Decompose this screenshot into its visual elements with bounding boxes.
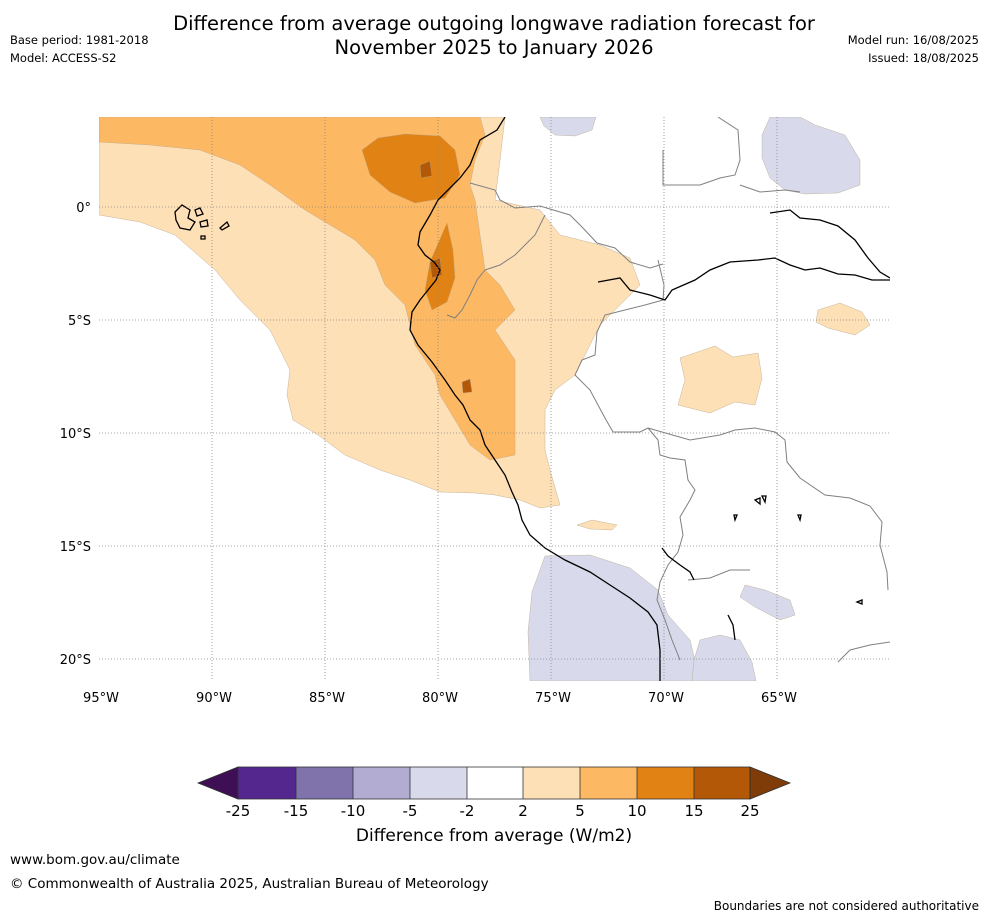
meta-left: Base period: 1981-2018 Model: ACCESS-S2: [10, 31, 149, 67]
colorbar-dividers: [237, 766, 751, 800]
base-period-label: Base period: 1981-2018: [10, 33, 149, 47]
lon-label-80w: 80°W: [422, 691, 458, 706]
lon-label-75w: 75°W: [535, 691, 571, 706]
anomaly-region-15-25-a: [419, 160, 433, 179]
anomaly-region-neg-north-1: [539, 117, 597, 137]
lon-label-70w: 70°W: [648, 691, 684, 706]
colorbar-tick: 2: [518, 802, 528, 820]
olr-map: 95°W 90°W 85°W 80°W 75°W 70°W 65°W 0° 5°…: [60, 117, 890, 706]
title-line-2: November 2025 to January 2026: [334, 36, 654, 59]
anomaly-region-10-15-north: [361, 133, 461, 204]
anomaly-region-2-5-east: [677, 345, 763, 414]
lat-label-10s: 10°S: [60, 427, 91, 442]
lon-label-65w: 65°W: [761, 691, 797, 706]
colorbar-extend-low: [196, 766, 239, 800]
colorbar-ticks: -25 -15 -10 -5 -2 2 5 10 15 25: [226, 802, 760, 820]
colorbar-bin-neutral: [467, 767, 523, 799]
colorbar-title: Difference from average (W/m2): [355, 826, 633, 846]
anomaly-region-2-5-strip: [576, 519, 618, 531]
colorbar-bin-2-5: [523, 767, 580, 799]
meta-right: Model run: 16/08/2025 Issued: 18/08/2025: [848, 31, 979, 67]
lon-label-85w: 85°W: [309, 691, 345, 706]
colorbar-tick: 5: [575, 802, 585, 820]
anomaly-region-5-10: [99, 117, 516, 461]
title-line-1: Difference from average outgoing longwav…: [173, 12, 815, 35]
colorbar-bin-neg5-neg2: [410, 767, 467, 799]
colorbar-tick: 10: [627, 802, 646, 820]
anomaly-region-2-5-small: [815, 302, 871, 336]
latitude-labels: 0° 5°S 10°S 15°S 20°S: [60, 201, 91, 668]
colorbar-bin-neg10-neg5: [353, 767, 410, 799]
anomaly-region-neg-south: [527, 554, 701, 681]
colorbar-tick: 25: [740, 802, 759, 820]
longitude-labels: 95°W 90°W 85°W 80°W 75°W 70°W 65°W: [83, 691, 797, 706]
anomaly-region-neg-north-2: [761, 117, 861, 195]
colorbar-tick: -15: [284, 802, 309, 820]
colorbar-bin-neg25-neg15: [238, 767, 296, 799]
lon-label-95w: 95°W: [83, 691, 119, 706]
colorbar-bin-10-15: [637, 767, 694, 799]
lon-label-90w: 90°W: [196, 691, 232, 706]
issued-label: Issued: 18/08/2025: [868, 51, 979, 65]
lat-label-0: 0°: [76, 201, 91, 216]
colorbar-tick: 15: [684, 802, 703, 820]
colorbar-tick: -2: [460, 802, 475, 820]
footer-url: www.bom.gov.au/climate: [10, 852, 180, 868]
colorbar-tick: -10: [341, 802, 366, 820]
coastlines: [174, 117, 890, 681]
colorbar-bin-15-25: [694, 767, 750, 799]
colorbar-bin-neg15-neg10: [296, 767, 353, 799]
country-boundaries: [446, 117, 890, 663]
colorbar-bin-5-10: [580, 767, 637, 799]
gridlines: [99, 117, 890, 681]
lat-label-5s: 5°S: [68, 314, 91, 329]
model-run-label: Model run: 16/08/2025: [847, 33, 979, 47]
lat-label-15s: 15°S: [60, 540, 91, 555]
anomaly-region-neg-southeast-1: [739, 584, 796, 621]
colorbar-tick: -5: [403, 802, 418, 820]
lat-label-20s: 20°S: [60, 653, 91, 668]
colorbar-extend-high: [749, 766, 792, 800]
footer-boundary-note: Boundaries are not considered authoritat…: [713, 899, 979, 913]
chart-title: Difference from average outgoing longwav…: [0, 12, 988, 60]
model-label: Model: ACCESS-S2: [10, 51, 117, 65]
map-panel: [99, 117, 890, 681]
anomaly-region-15-25-c: [461, 378, 473, 394]
anomaly-region-neg-southeast-2: [691, 634, 757, 681]
footer-copyright: © Commonwealth of Australia 2025, Austra…: [10, 876, 489, 892]
colorbar-tick: -25: [226, 802, 251, 820]
